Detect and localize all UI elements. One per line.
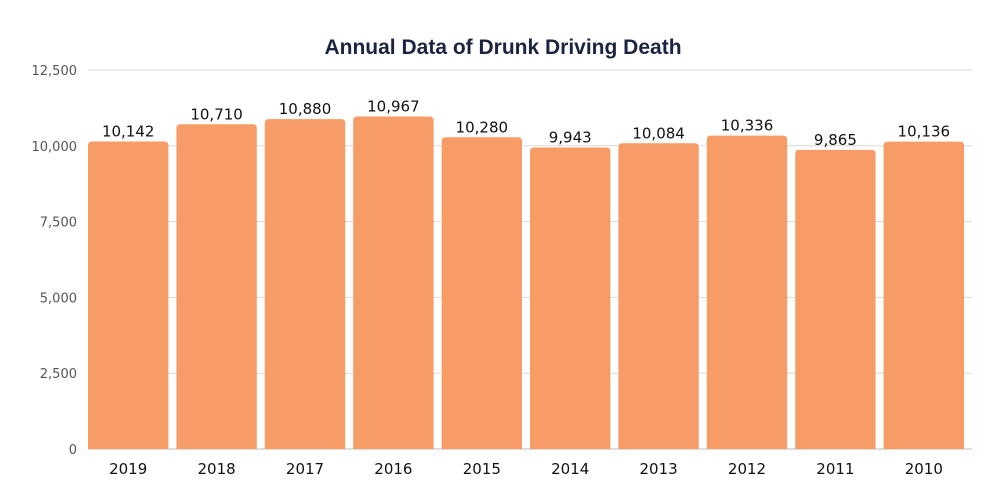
bar-2011[interactable] [795, 149, 876, 450]
bar-2017[interactable] [264, 119, 346, 449]
x-tick-label: 2016 [374, 460, 412, 478]
data-label: 9,865 [814, 131, 857, 149]
bar-2013[interactable] [618, 143, 699, 449]
y-tick-label: 12,500 [32, 64, 78, 79]
data-label: 10,336 [721, 117, 774, 135]
y-axis: 0 2,500 5,000 7,500 10,000 12,500 [32, 64, 78, 458]
y-tick-label: 0 [69, 443, 77, 458]
bar-2014[interactable] [530, 147, 611, 449]
bar-2019[interactable] [88, 141, 169, 449]
data-label: 10,142 [102, 122, 155, 140]
data-label: 10,967 [367, 97, 420, 115]
x-axis: 2019 2018 2017 2016 2015 2014 2013 2012 2011 2010 [109, 460, 943, 478]
bar-2010[interactable] [883, 141, 964, 449]
chart-title: Annual Data of Drunk Driving Death [324, 36, 681, 59]
y-tick-label: 7,500 [40, 216, 77, 231]
data-label: 10,280 [456, 118, 509, 136]
data-label: 9,943 [549, 129, 592, 147]
x-tick-label: 2015 [463, 460, 501, 478]
bar-2018[interactable] [176, 124, 257, 449]
bar-2012[interactable] [706, 135, 788, 449]
data-label: 10,084 [632, 124, 685, 142]
data-labels: 10,142 10,710 10,880 10,967 10,280 9,943 10,08… [102, 97, 950, 148]
data-label: 10,136 [898, 123, 951, 141]
bar-2015[interactable] [441, 137, 522, 449]
y-tick-label: 10,000 [32, 140, 78, 155]
bar-2016[interactable] [353, 116, 434, 449]
data-label: 10,710 [190, 105, 243, 123]
x-tick-label: 2010 [905, 460, 943, 478]
bars [88, 116, 964, 450]
x-tick-label: 2013 [640, 460, 678, 478]
x-tick-label: 2011 [816, 460, 854, 478]
x-tick-label: 2019 [109, 460, 147, 478]
x-tick-label: 2017 [286, 460, 324, 478]
y-tick-label: 2,500 [40, 367, 77, 382]
x-tick-label: 2012 [728, 460, 766, 478]
y-tick-label: 5,000 [40, 291, 77, 306]
x-tick-label: 2014 [551, 460, 589, 478]
x-tick-label: 2018 [198, 460, 236, 478]
data-label: 10,880 [279, 100, 332, 118]
